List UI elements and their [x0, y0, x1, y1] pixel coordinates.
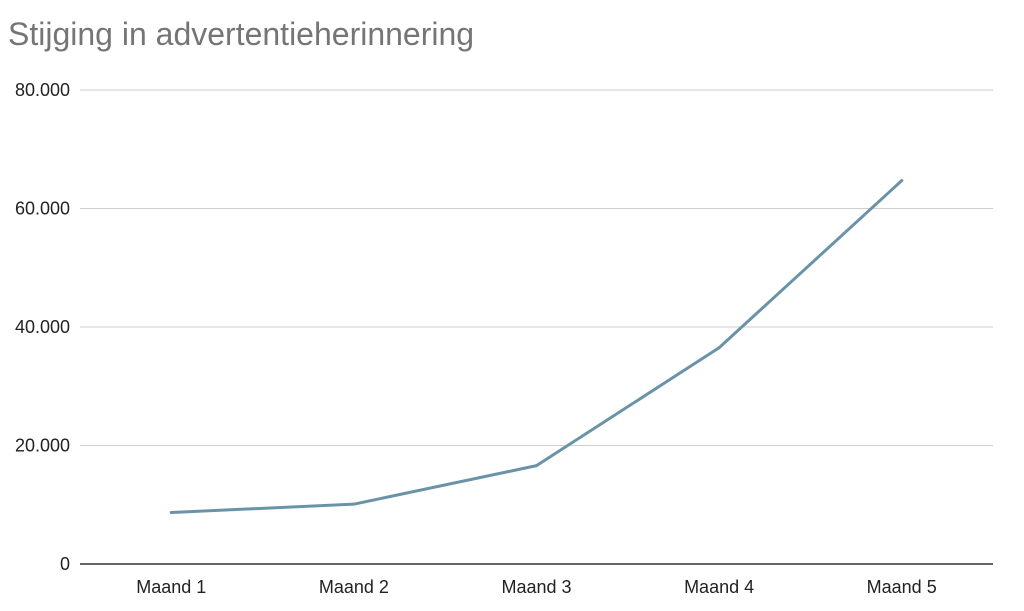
y-tick-label: 80.000 [15, 80, 70, 100]
data-point [717, 346, 721, 350]
data-point [352, 502, 356, 506]
y-tick-label: 40.000 [15, 317, 70, 337]
y-tick-label: 60.000 [15, 199, 70, 219]
x-tick-label: Maand 5 [867, 577, 937, 597]
data-point [169, 510, 173, 514]
y-tick-label: 20.000 [15, 436, 70, 456]
data-point [535, 464, 538, 468]
y-axis-tick-labels: 0 20.000 40.000 60.000 80.000 [15, 80, 70, 574]
x-tick-label: Maand 3 [501, 577, 571, 597]
x-tick-label: Maand 1 [136, 577, 206, 597]
chart-title: Stijging in advertentieherinnering [8, 16, 475, 52]
gridlines [80, 89, 993, 446]
x-tick-label: Maand 2 [319, 577, 389, 597]
x-tick-label: Maand 4 [684, 577, 754, 597]
y-tick-label: 0 [60, 554, 70, 574]
series-group [169, 179, 904, 514]
series-line [169, 179, 904, 514]
x-axis-tick-labels: Maand 1 Maand 2 Maand 3 Maand 4 Maand 5 [136, 577, 936, 597]
data-point [900, 179, 904, 183]
